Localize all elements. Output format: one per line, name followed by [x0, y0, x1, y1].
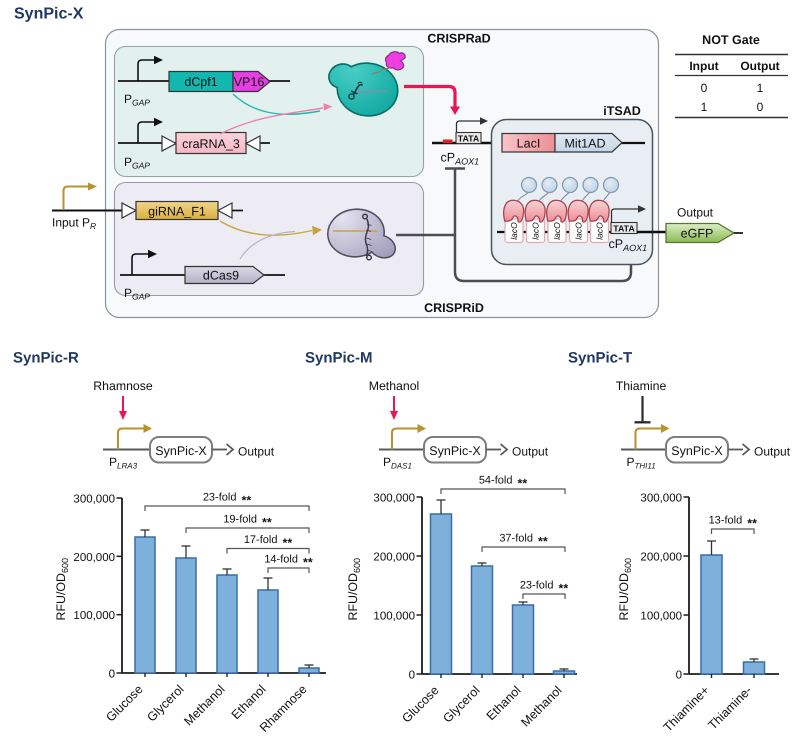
- svg-text:200,000: 200,000: [73, 552, 115, 564]
- svg-text:VP16: VP16: [234, 75, 265, 89]
- svg-text:lacO: lacO: [574, 222, 584, 240]
- svg-text:0: 0: [676, 670, 682, 682]
- svg-text:craRNA_3: craRNA_3: [182, 137, 240, 151]
- svg-text:eGFP: eGFP: [681, 227, 714, 241]
- svg-text:SynPic-X: SynPic-X: [14, 6, 84, 23]
- svg-text:200,000: 200,000: [640, 552, 682, 564]
- svg-text:RFU/OD600: RFU/OD600: [54, 558, 70, 621]
- svg-text:300,000: 300,000: [640, 493, 682, 505]
- svg-text:TATA: TATA: [458, 134, 480, 144]
- svg-text:Input: Input: [689, 59, 718, 73]
- svg-text:1: 1: [757, 81, 764, 95]
- svg-text:iTSAD: iTSAD: [603, 104, 641, 118]
- svg-text:100,000: 100,000: [73, 610, 115, 622]
- svg-text:NOT Gate: NOT Gate: [702, 33, 760, 47]
- svg-text:lacO: lacO: [531, 222, 541, 240]
- svg-text:giRNA_F1: giRNA_F1: [148, 205, 206, 219]
- svg-text:0: 0: [701, 81, 708, 95]
- svg-text:dCas9: dCas9: [203, 269, 239, 283]
- svg-text:1: 1: [701, 100, 708, 114]
- svg-text:SynPic-M: SynPic-M: [305, 350, 373, 367]
- svg-text:Output: Output: [740, 59, 779, 73]
- svg-text:Rhamnose: Rhamnose: [93, 379, 153, 393]
- svg-text:100,000: 100,000: [373, 611, 415, 623]
- svg-text:lacO: lacO: [509, 222, 519, 240]
- svg-text:100,000: 100,000: [640, 611, 682, 623]
- svg-text:RFU/OD600: RFU/OD600: [346, 558, 362, 621]
- svg-text:SynPic-X: SynPic-X: [155, 444, 207, 458]
- svg-text:0: 0: [109, 669, 115, 681]
- svg-text:Input PR: Input PR: [52, 216, 96, 232]
- svg-text:dCpf1: dCpf1: [184, 75, 217, 89]
- svg-text:CRISPRaD: CRISPRaD: [427, 32, 490, 46]
- svg-text:300,000: 300,000: [73, 494, 115, 506]
- svg-text:Output: Output: [238, 445, 275, 459]
- svg-text:0: 0: [409, 670, 415, 682]
- svg-text:SynPic-X: SynPic-X: [429, 444, 481, 458]
- svg-text:SynPic-X: SynPic-X: [671, 444, 723, 458]
- svg-text:lacO: lacO: [595, 222, 605, 240]
- svg-text:LacI: LacI: [517, 137, 541, 151]
- svg-text:0: 0: [757, 100, 764, 114]
- svg-text:Mit1AD: Mit1AD: [565, 137, 606, 151]
- svg-text:Output: Output: [512, 445, 549, 459]
- svg-text:200,000: 200,000: [373, 552, 415, 564]
- svg-text:Thiamine: Thiamine: [616, 379, 667, 393]
- svg-text:CRISPRiD: CRISPRiD: [424, 301, 484, 315]
- svg-text:300,000: 300,000: [373, 493, 415, 505]
- svg-text:RFU/OD600: RFU/OD600: [617, 558, 633, 621]
- svg-text:Output: Output: [754, 445, 791, 459]
- svg-text:Output: Output: [677, 206, 714, 220]
- svg-text:lacO: lacO: [552, 222, 562, 240]
- svg-text:SynPic-R: SynPic-R: [13, 350, 79, 367]
- svg-text:TATA: TATA: [613, 224, 635, 234]
- svg-text:Methanol: Methanol: [369, 379, 420, 393]
- svg-text:SynPic-T: SynPic-T: [568, 350, 632, 367]
